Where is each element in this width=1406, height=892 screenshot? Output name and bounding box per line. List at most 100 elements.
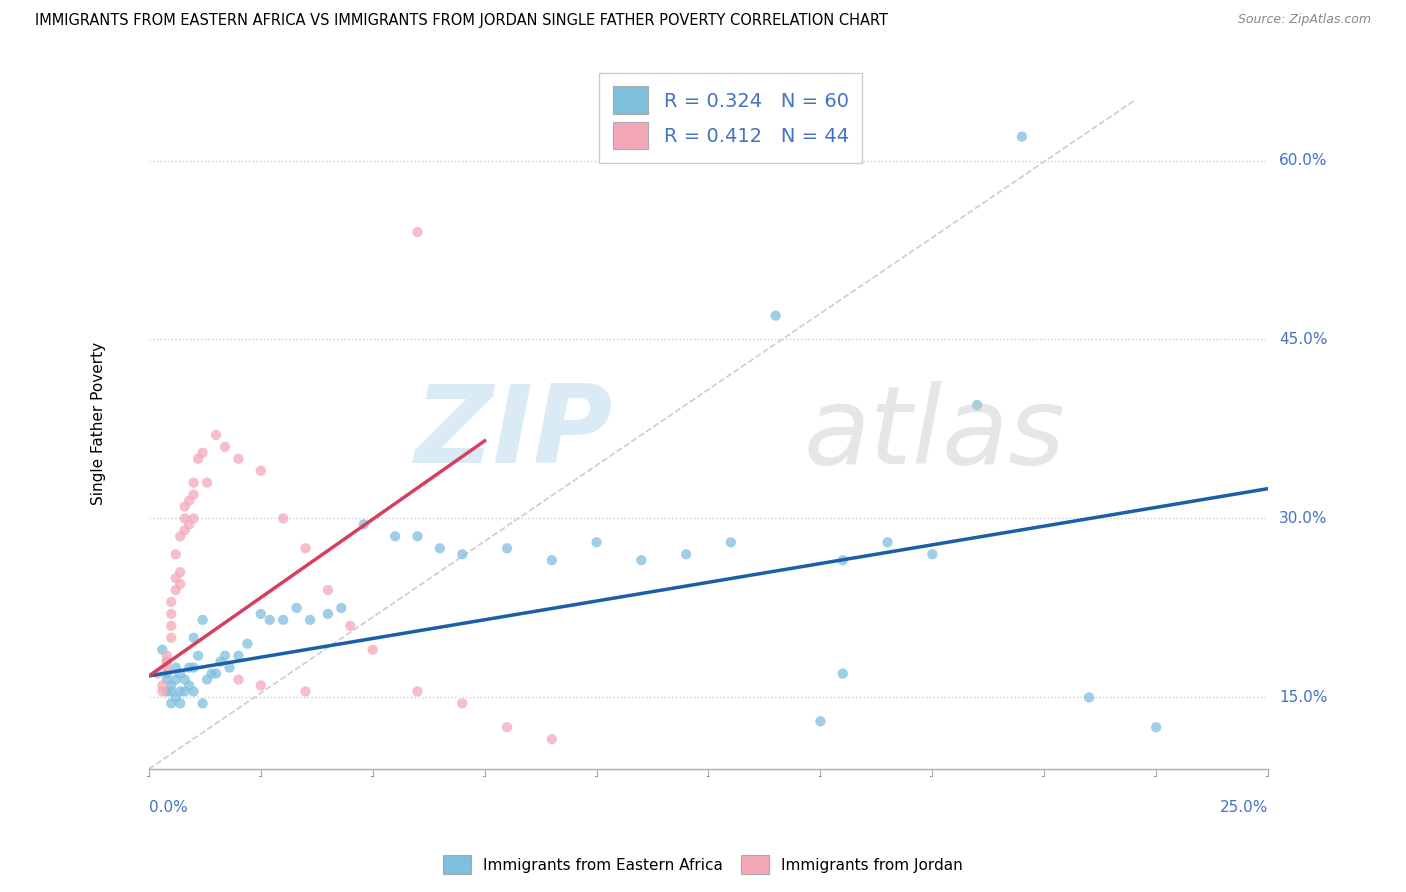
Text: Single Father Poverty: Single Father Poverty: [91, 342, 105, 505]
Point: [585, 535, 607, 549]
Point: [630, 553, 652, 567]
Point: [183, 684, 205, 698]
Point: [406, 225, 429, 239]
Point: [271, 511, 294, 525]
Point: [209, 655, 232, 669]
Point: [876, 535, 898, 549]
Point: [160, 684, 183, 698]
Point: [451, 547, 474, 561]
Point: [160, 595, 183, 609]
Point: [831, 666, 853, 681]
Point: [160, 697, 183, 711]
Point: [236, 637, 259, 651]
Text: atlas: atlas: [804, 381, 1066, 486]
Point: [191, 697, 214, 711]
Text: 15.0%: 15.0%: [1279, 690, 1327, 705]
Point: [179, 493, 201, 508]
Point: [299, 613, 322, 627]
Point: [205, 428, 228, 442]
Point: [165, 571, 187, 585]
Point: [173, 511, 195, 525]
Point: [150, 684, 173, 698]
Point: [406, 529, 429, 543]
Point: [200, 666, 222, 681]
Point: [540, 732, 562, 747]
Point: [160, 619, 183, 633]
Point: [218, 660, 240, 674]
Point: [160, 678, 183, 692]
Point: [160, 607, 183, 621]
Point: [353, 517, 375, 532]
Point: [165, 660, 187, 674]
Point: [195, 475, 218, 490]
Point: [156, 655, 179, 669]
Point: [205, 666, 228, 681]
Text: IMMIGRANTS FROM EASTERN AFRICA VS IMMIGRANTS FROM JORDAN SINGLE FATHER POVERTY C: IMMIGRANTS FROM EASTERN AFRICA VS IMMIGR…: [35, 13, 889, 29]
Legend: R = 0.324   N = 60, R = 0.412   N = 44: R = 0.324 N = 60, R = 0.412 N = 44: [599, 73, 862, 163]
Point: [183, 487, 205, 501]
Point: [316, 582, 339, 597]
Point: [214, 648, 236, 663]
Point: [179, 678, 201, 692]
Point: [160, 631, 183, 645]
Point: [156, 655, 179, 669]
Legend: Immigrants from Eastern Africa, Immigrants from Jordan: Immigrants from Eastern Africa, Immigran…: [437, 849, 969, 880]
Point: [173, 500, 195, 514]
Point: [156, 660, 179, 674]
Point: [249, 607, 271, 621]
Text: 30.0%: 30.0%: [1279, 511, 1327, 526]
Point: [173, 524, 195, 538]
Point: [187, 451, 209, 466]
Point: [179, 660, 201, 674]
Point: [294, 684, 316, 698]
Point: [316, 607, 339, 621]
Text: 60.0%: 60.0%: [1279, 153, 1327, 168]
Point: [921, 547, 943, 561]
Point: [429, 541, 451, 556]
Point: [540, 553, 562, 567]
Point: [179, 517, 201, 532]
Point: [831, 553, 853, 567]
Point: [339, 619, 361, 633]
Point: [146, 666, 169, 681]
Point: [191, 446, 214, 460]
Point: [249, 678, 271, 692]
Point: [150, 642, 173, 657]
Point: [496, 720, 519, 734]
Point: [765, 309, 787, 323]
Text: ZIP: ZIP: [415, 380, 613, 486]
Point: [169, 666, 191, 681]
Point: [165, 690, 187, 705]
Point: [384, 529, 406, 543]
Point: [195, 673, 218, 687]
Point: [165, 547, 187, 561]
Point: [1144, 720, 1167, 734]
Point: [966, 398, 988, 412]
Point: [156, 648, 179, 663]
Text: 45.0%: 45.0%: [1279, 332, 1327, 347]
Text: 0.0%: 0.0%: [149, 799, 187, 814]
Text: Source: ZipAtlas.com: Source: ZipAtlas.com: [1237, 13, 1371, 27]
Point: [496, 541, 519, 556]
Point: [169, 697, 191, 711]
Point: [165, 673, 187, 687]
Point: [271, 613, 294, 627]
Point: [810, 714, 832, 729]
Point: [191, 613, 214, 627]
Point: [675, 547, 697, 561]
Point: [173, 673, 195, 687]
Point: [406, 684, 429, 698]
Point: [1078, 690, 1101, 705]
Point: [156, 666, 179, 681]
Point: [187, 648, 209, 663]
Point: [183, 660, 205, 674]
Point: [228, 673, 250, 687]
Point: [249, 464, 271, 478]
Point: [156, 684, 179, 698]
Point: [259, 613, 281, 627]
Point: [1011, 129, 1033, 144]
Point: [183, 631, 205, 645]
Point: [214, 440, 236, 454]
Point: [330, 601, 353, 615]
Point: [451, 697, 474, 711]
